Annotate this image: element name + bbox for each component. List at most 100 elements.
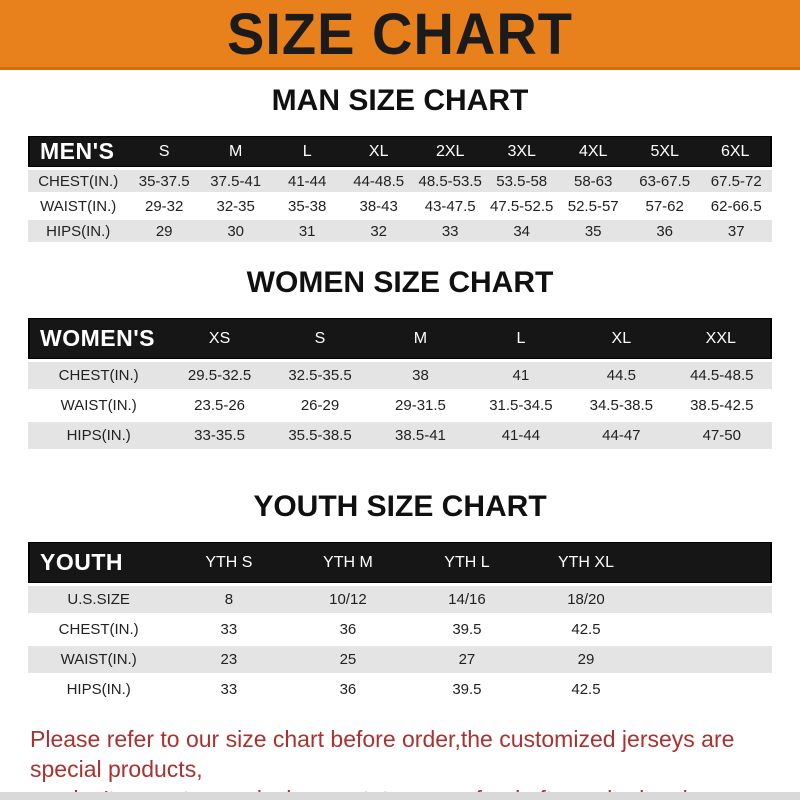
cell-value: 31.5-34.5 — [470, 392, 572, 419]
cell-value: 30 — [199, 220, 272, 242]
bottom-strip — [0, 792, 800, 800]
disclaimer-line-1: Please refer to our size chart before or… — [30, 726, 735, 782]
cell-spacer — [645, 676, 772, 703]
cell-value: 47.5-52.5 — [485, 195, 558, 217]
cell-value: 25 — [288, 646, 408, 673]
column-header: M — [370, 318, 471, 359]
size-table-women: WOMEN'S XS S M L XL XXL CHEST(IN.) 29.5-32.5 32.5… — [28, 315, 772, 452]
cell-value: 29 — [526, 646, 646, 673]
page-title: SIZE CHART — [227, 0, 573, 67]
size-chart-sections: MAN SIZE CHART MEN'S S M L XL 2XL 3XL 4XL 5XL 6XL C… — [0, 84, 800, 706]
column-header: YTH XL — [526, 542, 646, 583]
table-row: WAIST(IN.) 23.5-26 26-29 29-31.5 31.5-34.5 34… — [28, 392, 772, 419]
row-label: CHEST(IN.) — [28, 362, 170, 389]
table-row: WAIST(IN.) 23 25 27 29 — [28, 646, 772, 673]
cell-spacer — [645, 586, 772, 613]
table-header-label: WOMEN'S — [28, 318, 170, 359]
row-label: WAIST(IN.) — [28, 392, 170, 419]
cell-value: 37.5-41 — [199, 170, 272, 192]
cell-value: 14/16 — [407, 586, 527, 613]
banner: SIZE CHART — [0, 0, 800, 70]
table-row: CHEST(IN.) 33 36 39.5 42.5 — [28, 616, 772, 643]
column-header: XL — [571, 318, 672, 359]
cell-value: 18/20 — [526, 586, 646, 613]
column-header: 5XL — [628, 136, 701, 167]
cell-value: 27 — [407, 646, 527, 673]
cell-value: 36 — [288, 616, 408, 643]
cell-value: 41-44 — [470, 422, 572, 449]
table-header-row: WOMEN'S XS S M L XL XXL — [28, 318, 772, 359]
column-header: S — [269, 318, 371, 359]
column-header: 3XL — [485, 136, 558, 167]
row-label: CHEST(IN.) — [28, 616, 170, 643]
cell-value: 35 — [557, 220, 629, 242]
cell-value: 31 — [271, 220, 343, 242]
column-header: YTH S — [169, 542, 289, 583]
cell-value: 39.5 — [407, 676, 527, 703]
cell-value: 39.5 — [407, 616, 527, 643]
cell-value: 63-67.5 — [628, 170, 701, 192]
table-row: HIPS(IN.) 33-35.5 35.5-38.5 38.5-41 41-44 44-… — [28, 422, 772, 449]
cell-value: 8 — [169, 586, 289, 613]
cell-value: 53.5-58 — [485, 170, 558, 192]
cell-value: 10/12 — [288, 586, 408, 613]
section-women: WOMEN SIZE CHART WOMEN'S XS S M L XL XXL CHEST(I… — [0, 266, 800, 452]
size-table-men: MEN'S S M L XL 2XL 3XL 4XL 5XL 6XL CHEST(IN.) 35-37… — [28, 133, 772, 245]
cell-value: 29-31.5 — [370, 392, 471, 419]
cell-value: 33-35.5 — [169, 422, 270, 449]
cell-value: 23 — [169, 646, 289, 673]
row-label: HIPS(IN.) — [28, 422, 170, 449]
cell-value: 23.5-26 — [169, 392, 270, 419]
cell-value: 29-32 — [128, 195, 200, 217]
cell-value: 37 — [700, 220, 772, 242]
column-header: XL — [342, 136, 415, 167]
column-header-spacer — [645, 542, 772, 583]
cell-value: 42.5 — [526, 616, 646, 643]
cell-value: 41-44 — [271, 170, 343, 192]
column-header: YTH L — [407, 542, 527, 583]
cell-value: 52.5-57 — [557, 195, 629, 217]
disclaimer: Please refer to our size chart before or… — [30, 724, 800, 800]
cell-value: 48.5-53.5 — [414, 170, 486, 192]
cell-value: 42.5 — [526, 676, 646, 703]
column-header: XXL — [671, 318, 772, 359]
cell-spacer — [645, 616, 772, 643]
table-row: HIPS(IN.) 29 30 31 32 33 34 35 36 37 — [28, 220, 772, 242]
cell-value: 38 — [370, 362, 471, 389]
cell-value: 41 — [470, 362, 572, 389]
row-label: HIPS(IN.) — [28, 220, 129, 242]
table-row: WAIST(IN.) 29-32 32-35 35-38 38-43 43-47.5 47.… — [28, 195, 772, 217]
column-header: L — [470, 318, 572, 359]
section-youth: YOUTH SIZE CHART YOUTH YTH S YTH M YTH L YTH … — [0, 490, 800, 706]
cell-value: 44-48.5 — [342, 170, 415, 192]
cell-value: 36 — [628, 220, 701, 242]
cell-value: 38-43 — [342, 195, 415, 217]
cell-value: 57-62 — [628, 195, 701, 217]
column-header: XS — [169, 318, 270, 359]
cell-value: 44.5 — [571, 362, 672, 389]
cell-value: 38.5-42.5 — [671, 392, 772, 419]
column-header: 2XL — [414, 136, 486, 167]
cell-value: 35-37.5 — [128, 170, 200, 192]
column-header: M — [199, 136, 272, 167]
section-heading-men: MAN SIZE CHART — [271, 84, 529, 117]
table-header-label: YOUTH — [28, 542, 170, 583]
cell-value: 32 — [342, 220, 415, 242]
cell-value: 58-63 — [557, 170, 629, 192]
cell-value: 43-47.5 — [414, 195, 486, 217]
column-header: 6XL — [700, 136, 772, 167]
cell-value: 36 — [288, 676, 408, 703]
cell-value: 34.5-38.5 — [571, 392, 672, 419]
table-row: CHEST(IN.) 35-37.5 37.5-41 41-44 44-48.5 48.5… — [28, 170, 772, 192]
table-header-row: MEN'S S M L XL 2XL 3XL 4XL 5XL 6XL — [28, 136, 772, 167]
column-header: L — [271, 136, 343, 167]
table-header-label: MEN'S — [28, 136, 129, 167]
cell-value: 29 — [128, 220, 200, 242]
cell-value: 33 — [169, 676, 289, 703]
section-heading-women: WOMEN SIZE CHART — [246, 266, 554, 299]
column-header: 4XL — [557, 136, 629, 167]
cell-value: 47-50 — [671, 422, 772, 449]
row-label: WAIST(IN.) — [28, 646, 170, 673]
table-row: CHEST(IN.) 29.5-32.5 32.5-35.5 38 41 44.5 44.5… — [28, 362, 772, 389]
